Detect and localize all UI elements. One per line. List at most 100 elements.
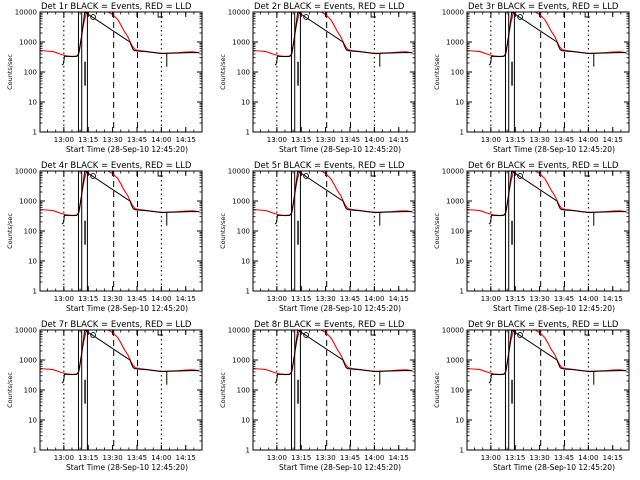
x-tick-label: 14:00 [151, 136, 171, 144]
chart-panel: Det 1r BLACK = Events, RED = LLD Counts/s… [6, 2, 203, 154]
chart-title: Det 2r BLACK = Events, RED = LLD [254, 2, 405, 12]
chart-panel: Det 8r BLACK = Events, RED = LLD Counts/s… [219, 320, 416, 472]
plot-area [40, 171, 200, 291]
y-tick-label: 100 [451, 387, 464, 395]
x-axis-label: Start Time (28-Sep-10 12:45:20) [493, 145, 615, 154]
y-tick-label: 100 [24, 387, 37, 395]
x-tick-label: 13:15 [78, 454, 98, 462]
y-tick-label: 100 [237, 387, 250, 395]
x-tick-label: 14:00 [151, 454, 171, 462]
bracket-marker [584, 171, 590, 177]
x-tick-label: 13:00 [481, 295, 501, 303]
y-tick-label: 10 [28, 258, 37, 266]
peak-marker [90, 14, 96, 20]
plot-area [253, 12, 413, 132]
y-axis-label: Counts/sec [219, 372, 227, 408]
x-tick-label: 13:00 [267, 454, 287, 462]
x-tick-label: 14:00 [578, 136, 598, 144]
peak-marker [517, 173, 523, 179]
y-tick-label: 10 [455, 258, 464, 266]
plot-area [467, 171, 627, 291]
x-tick-label: 13:00 [54, 454, 74, 462]
chart-title: Det 5r BLACK = Events, RED = LLD [254, 161, 405, 171]
y-tick-label: 1000 [446, 198, 464, 206]
x-tick-label: 13:00 [267, 295, 287, 303]
x-axis-label: Start Time (28-Sep-10 12:45:20) [279, 145, 401, 154]
y-tick-label: 100 [451, 69, 464, 77]
x-tick-label: 13:00 [54, 295, 74, 303]
peak-marker [90, 332, 96, 338]
y-tick-label: 10 [241, 258, 250, 266]
x-tick-label: 13:45 [340, 454, 360, 462]
events-series-line [61, 171, 200, 225]
y-tick-label: 10000 [15, 168, 37, 176]
x-tick-label: 13:00 [481, 136, 501, 144]
y-axis-label: Counts/sec [6, 372, 14, 408]
lld-series-line [467, 12, 627, 57]
events-series-line [61, 12, 200, 66]
y-tick-label: 1 [246, 129, 250, 137]
events-series-line [274, 171, 413, 225]
x-tick-label: 14:00 [578, 454, 598, 462]
bracket-marker [370, 330, 376, 336]
peak-marker [517, 14, 523, 20]
y-tick-label: 1000 [446, 357, 464, 365]
x-tick-label: 13:15 [78, 295, 98, 303]
x-axis-label: Start Time (28-Sep-10 12:45:20) [279, 304, 401, 313]
x-tick-label: 13:00 [54, 136, 74, 144]
y-tick-label: 1000 [19, 198, 37, 206]
x-tick-label: 14:15 [603, 454, 623, 462]
bracket-marker [584, 12, 590, 18]
y-tick-label: 10000 [442, 168, 464, 176]
y-axis-label: Counts/sec [433, 372, 441, 408]
x-tick-label: 14:15 [389, 295, 409, 303]
y-tick-label: 10 [28, 99, 37, 107]
peak-marker [303, 14, 309, 20]
y-tick-label: 10000 [15, 9, 37, 17]
peak-marker [90, 173, 96, 179]
x-tick-label: 13:15 [505, 454, 525, 462]
plot-area [40, 12, 200, 132]
x-tick-label: 13:30 [530, 295, 550, 303]
y-tick-label: 1000 [19, 39, 37, 47]
x-tick-label: 13:45 [127, 136, 147, 144]
plot-area [253, 171, 413, 291]
events-series-line [274, 330, 413, 384]
events-series-line [488, 171, 627, 225]
x-tick-label: 13:15 [291, 295, 311, 303]
x-tick-label: 14:15 [603, 295, 623, 303]
lld-series-line [253, 330, 413, 375]
y-tick-label: 10000 [228, 327, 250, 335]
chart-panel: Det 4r BLACK = Events, RED = LLD Counts/s… [6, 161, 203, 313]
chart-title: Det 8r BLACK = Events, RED = LLD [254, 320, 405, 330]
y-tick-label: 1 [33, 129, 37, 137]
x-axis-label: Start Time (28-Sep-10 12:45:20) [493, 304, 615, 313]
lld-series-line [40, 12, 200, 57]
y-axis-label: Counts/sec [433, 213, 441, 249]
x-tick-label: 13:45 [554, 454, 574, 462]
y-tick-label: 1000 [232, 357, 250, 365]
events-series-line [488, 330, 627, 384]
bracket-marker [157, 330, 163, 336]
chart-panel: Det 6r BLACK = Events, RED = LLD Counts/s… [433, 161, 630, 313]
y-tick-label: 100 [451, 228, 464, 236]
x-tick-label: 13:45 [554, 136, 574, 144]
x-axis-label: Start Time (28-Sep-10 12:45:20) [493, 463, 615, 472]
chart-title: Det 4r BLACK = Events, RED = LLD [41, 161, 192, 171]
lld-series-line [253, 171, 413, 216]
y-tick-label: 10000 [15, 327, 37, 335]
x-tick-label: 13:00 [481, 454, 501, 462]
x-tick-label: 14:15 [176, 454, 196, 462]
bracket-marker [370, 171, 376, 177]
y-tick-label: 100 [237, 228, 250, 236]
chart-title: Det 9r BLACK = Events, RED = LLD [468, 320, 619, 330]
x-tick-label: 13:30 [316, 136, 336, 144]
y-tick-label: 10 [28, 417, 37, 425]
y-tick-label: 10000 [228, 168, 250, 176]
plot-area [467, 12, 627, 132]
x-tick-label: 14:00 [364, 295, 384, 303]
x-tick-label: 13:30 [103, 136, 123, 144]
bracket-marker [370, 12, 376, 18]
y-tick-label: 100 [24, 69, 37, 77]
